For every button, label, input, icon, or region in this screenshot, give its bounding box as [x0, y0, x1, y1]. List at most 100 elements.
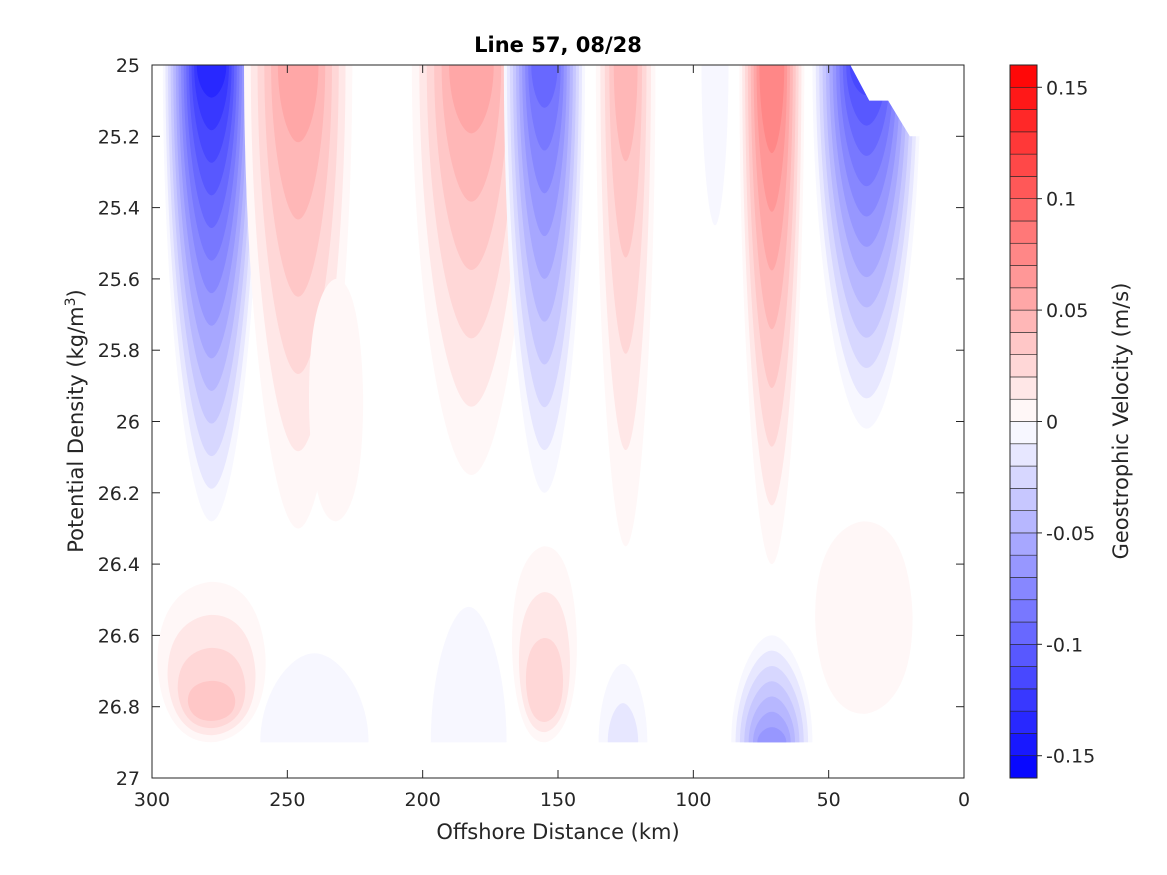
colorbar-band	[1009, 354, 1038, 378]
contour-feature-deep-south-70km	[731, 635, 813, 743]
contour-level	[308, 278, 364, 522]
y-axis: 25 25.2 25.4 25.6 25.8 26 26.2 26.4 26.6 26.8 27	[98, 55, 964, 790]
y-axis-label-text: Potential Density (kg/m	[64, 306, 88, 552]
colorbar-band	[1009, 488, 1038, 511]
y-tick-label: 27	[116, 768, 140, 790]
colorbar-tick-label: -0.1	[1046, 634, 1083, 656]
colorbar-band	[1009, 220, 1038, 244]
colorbar-bands	[1009, 64, 1038, 779]
colorbar-tick-label: 0.1	[1046, 189, 1076, 211]
y-axis-label-suffix: )	[64, 289, 88, 297]
contour-level	[757, 727, 787, 743]
colorbar-band	[1009, 131, 1038, 155]
contour-feature-jet-south-155km	[503, 65, 586, 493]
contour-level	[531, 65, 558, 108]
x-tick-label: 150	[540, 789, 576, 811]
colorbar-band	[1009, 86, 1038, 110]
colorbar-band	[1009, 733, 1038, 757]
colorbar-band	[1009, 64, 1038, 88]
contour-feature-weak-south-95km	[701, 65, 729, 226]
no-data-mask	[850, 65, 964, 215]
colorbar-band	[1009, 710, 1038, 734]
chart-title: Line 57, 08/28	[474, 33, 642, 57]
colorbar-band	[1009, 510, 1038, 534]
contour-level	[525, 637, 564, 722]
x-tick-label: 0	[958, 789, 970, 811]
colorbar-band	[1009, 376, 1038, 400]
colorbar-tick-label: 0.15	[1046, 77, 1088, 99]
colorbar-band	[1009, 153, 1038, 177]
colorbar-band	[1009, 599, 1038, 623]
colorbar-band	[1009, 532, 1038, 556]
contour-level	[815, 521, 913, 714]
contour-feature-deep-south-125km	[598, 663, 648, 743]
contour-feature-band-230km	[308, 278, 364, 522]
colorbar-band	[1009, 443, 1038, 467]
x-tick-label: 50	[817, 789, 841, 811]
contour-level	[449, 65, 494, 134]
colorbar-band	[1009, 265, 1038, 289]
contour-feature-deep-south-240km	[260, 653, 369, 743]
colorbar-band	[1009, 332, 1038, 355]
colorbar-band	[1009, 398, 1038, 422]
y-tick-label: 26	[116, 412, 140, 434]
x-tick-label: 250	[269, 789, 305, 811]
colorbar-band	[1009, 577, 1038, 601]
contour-feature-deep-north-280km	[157, 581, 266, 743]
colorbar: 0.15 0.1 0.05 0 -0.05 -0.1 -0.15	[1009, 64, 1095, 779]
contour-feature-deep-south-190km	[430, 606, 507, 743]
colorbar-band	[1009, 309, 1038, 333]
y-tick-label: 25.8	[98, 340, 140, 362]
y-tick-label: 25.2	[98, 126, 140, 148]
contour-level	[187, 680, 236, 721]
y-tick-label: 26.6	[98, 625, 140, 647]
colorbar-band	[1009, 198, 1038, 222]
y-tick-label: 25.4	[98, 198, 140, 220]
contour-fills	[157, 65, 964, 743]
x-axis-label: Offshore Distance (km)	[436, 820, 679, 844]
contour-feature-deep-north-40km	[815, 521, 913, 714]
contour-feature-jet-south-300km	[162, 65, 261, 522]
contour-layer	[157, 65, 964, 743]
contour-feature-jet-north-180km	[411, 65, 531, 475]
contour-feature-jet-north-125km	[595, 65, 656, 547]
contour-level	[701, 65, 729, 226]
colorbar-band	[1009, 109, 1038, 133]
y-axis-label: Potential Density (kg/m3)	[63, 289, 88, 553]
colorbar-tick-label: 0.05	[1046, 300, 1088, 322]
colorbar-band	[1009, 621, 1038, 645]
y-tick-label: 26.8	[98, 697, 140, 719]
colorbar-band	[1009, 287, 1038, 311]
colorbar-band	[1009, 421, 1038, 445]
plot-area: 300 250 200 150 100 50 0 2525.225.425.625.8262…	[98, 55, 970, 811]
contour-feature-deep-north-155km	[511, 546, 577, 743]
colorbar-band	[1009, 666, 1038, 690]
y-tick-label: 26.2	[98, 483, 140, 505]
y-tick-label: 25.6	[98, 269, 140, 291]
colorbar-band	[1009, 644, 1038, 667]
colorbar-tick-label: -0.05	[1046, 523, 1095, 545]
colorbar-label: Geostrophic Velocity (m/s)	[1109, 283, 1133, 560]
x-tick-label: 100	[675, 789, 711, 811]
colorbar-tick-label: 0	[1046, 412, 1058, 434]
contour-feature-jet-south-40km	[812, 65, 921, 429]
x-tick-label: 300	[134, 789, 170, 811]
y-tick-label: 26.4	[98, 554, 140, 576]
x-axis: 300 250 200 150 100 50 0	[134, 65, 970, 811]
colorbar-band	[1009, 242, 1038, 266]
y-axis-label-superscript: 3	[63, 297, 79, 306]
colorbar-band	[1009, 755, 1038, 779]
contour-feature-jet-north-70km	[739, 65, 805, 565]
colorbar-band	[1009, 688, 1038, 712]
y-tick-label: 25	[116, 55, 140, 77]
colorbar-tick-label: -0.15	[1046, 746, 1095, 768]
colorbar-band	[1009, 554, 1038, 578]
contour-level	[260, 653, 369, 743]
x-tick-label: 200	[405, 789, 441, 811]
colorbar-ticks: 0.15 0.1 0.05 0 -0.05 -0.1 -0.15	[1037, 77, 1095, 768]
contour-level	[277, 65, 319, 143]
contour-level	[613, 65, 638, 162]
contour-level	[196, 65, 227, 98]
contour-level	[430, 606, 507, 743]
